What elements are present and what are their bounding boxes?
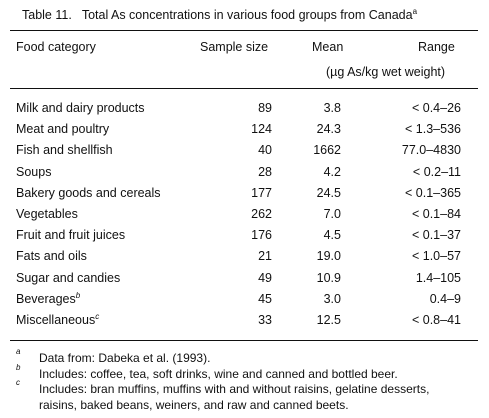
cell-range: < 0.1–84 (411, 207, 461, 221)
cell-food-category: Fruit and fruit juices (16, 228, 125, 242)
cell-mean: 3.0 (323, 291, 341, 306)
footnote-mark: b (16, 362, 21, 372)
cell-food-category: Fish and shellfish (16, 143, 113, 157)
table-row: Beveragesb 45 3.0 0.4–9 (0, 290, 489, 313)
header-food-category: Food category (16, 40, 96, 54)
cell-food-category: Soups (16, 165, 51, 179)
cell-sample-size: 21 (258, 249, 272, 264)
table-row: Fruit and fruit juices 176 4.5 < 0.1–37 (0, 228, 489, 249)
cell-range: 1.4–105 (415, 270, 461, 285)
table-row: Meat and poultry 124 24.3 < 1.3–536 (0, 122, 489, 143)
footnote-text: Includes: coffee, tea, soft drinks, wine… (39, 366, 398, 381)
cell-sample-size: 40 (258, 143, 272, 158)
cell-range: < 0.8–41 (411, 313, 461, 327)
header-range: Range (418, 40, 455, 54)
footnote-text: Includes: bran muffins, muffins with and… (39, 382, 430, 396)
table-row: Milk and dairy products 89 3.8 < 0.4–26 (0, 101, 489, 122)
cell-food-category: Bakery goods and cereals (16, 186, 161, 200)
cell-sample-size: 89 (258, 101, 272, 115)
table-caption: Table 11. Total As concentrations in vari… (22, 6, 418, 22)
header-rule (10, 88, 478, 89)
cell-sample-size: 176 (251, 228, 272, 243)
footnote-text: raisins, baked beans, weiners, and raw a… (39, 397, 349, 412)
food-category-text: Vegetables (16, 207, 78, 221)
caption-footnote-mark: a (412, 6, 418, 16)
food-category-text: Sugar and candies (16, 270, 121, 285)
footnote-mark: c (95, 311, 100, 321)
footnote-mark: a (16, 347, 21, 356)
cell-sample-size: 49 (258, 270, 272, 285)
footnote-mark: b (75, 290, 81, 300)
cell-range: < 1.0–57 (411, 249, 461, 264)
cell-mean: 24.5 (316, 185, 341, 200)
cell-range: 0.4–9 (429, 291, 461, 306)
cell-sample-size: 177 (251, 185, 272, 200)
food-category-text: Fruit and fruit juices (16, 228, 126, 243)
cell-range: < 0.1–365 (405, 185, 461, 200)
food-category-text: Beverages (16, 291, 76, 306)
top-rule (10, 30, 478, 31)
cell-mean: 4.2 (323, 164, 341, 179)
cell-sample-size: 33 (258, 313, 272, 327)
table-number: Table 11. (22, 8, 72, 22)
cell-food-category: Vegetables (16, 207, 78, 221)
cell-food-category: Milk and dairy products (16, 101, 145, 115)
table-row: Fish and shellfish 40 1662 77.0–4830 (0, 143, 489, 164)
table-row: Miscellaneousc 33 12.5 < 0.8–41 (0, 311, 489, 334)
cell-mean: 19.0 (316, 249, 341, 264)
footnote-mark: c (16, 378, 20, 387)
food-category-text: Milk and dairy products (16, 101, 145, 115)
food-category-text: Fats and oils (16, 249, 87, 264)
cell-mean: 24.3 (316, 122, 341, 137)
cell-mean: 1662 (313, 143, 341, 158)
cell-sample-size: 45 (258, 291, 272, 306)
header-mean: Mean (312, 40, 344, 54)
table-row: Fats and oils 21 19.0 < 1.0–57 (0, 249, 489, 270)
cell-range: < 0.1–37 (411, 228, 461, 243)
cell-range: < 1.3–536 (405, 122, 461, 137)
cell-range: < 0.2–11 (412, 164, 461, 179)
cell-mean: 3.8 (323, 101, 341, 115)
cell-sample-size: 28 (258, 164, 272, 179)
table-row: Sugar and candies 49 10.9 1.4–105 (0, 271, 489, 292)
cell-mean: 10.9 (316, 270, 341, 285)
bottom-rule (10, 340, 478, 341)
table-row: Soups 28 4.2 < 0.2–11 (0, 165, 489, 186)
cell-mean: 7.0 (323, 207, 341, 221)
header-sample-size: Sample size (200, 40, 269, 54)
cell-food-category: Meat and poultry (16, 122, 109, 136)
cell-food-category: Fats and oils (16, 249, 87, 263)
cell-sample-size: 262 (251, 207, 272, 221)
food-category-text: Fish and shellfish (16, 143, 113, 158)
cell-sample-size: 124 (251, 122, 272, 137)
cell-range: 77.0–4830 (401, 143, 461, 158)
cell-food-category: Beveragesb (16, 290, 81, 306)
food-category-text: Meat and poultry (16, 122, 110, 137)
food-category-text: Miscellaneous (16, 313, 96, 327)
cell-mean: 4.5 (323, 228, 341, 243)
cell-range: < 0.4–26 (411, 101, 461, 115)
header-unit: (µg As/kg wet weight) (326, 65, 446, 79)
table-row: Vegetables 262 7.0 < 0.1–84 (0, 207, 489, 228)
table-title: Total As concentrations in various food … (81, 8, 413, 22)
cell-food-category: Miscellaneousc (16, 311, 100, 327)
table-row: Bakery goods and cereals 177 24.5 < 0.1–365 (0, 186, 489, 207)
cell-mean: 12.5 (316, 313, 341, 327)
food-category-text: Bakery goods and cereals (16, 185, 161, 200)
cell-food-category: Sugar and candies (16, 271, 120, 285)
footnote-text: Data from: Dabeka et al. (1993). (39, 351, 211, 365)
food-category-text: Soups (16, 164, 52, 179)
